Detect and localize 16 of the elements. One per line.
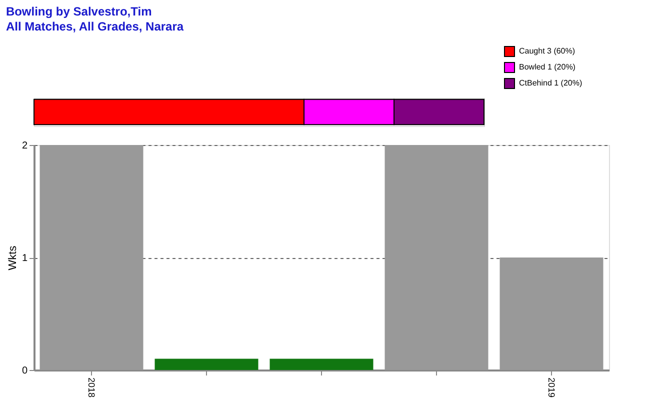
legend-label: Bowled 1 (20%)	[519, 62, 576, 72]
bar	[500, 258, 604, 370]
y-tick-label: 2	[22, 140, 28, 152]
bar	[270, 358, 374, 370]
bar	[384, 145, 488, 370]
legend-label: CtBehind 1 (20%)	[519, 78, 582, 88]
chart-title: Bowling by Salvestro,Tim	[6, 4, 152, 18]
y-tick-label: 1	[22, 253, 28, 264]
bar	[40, 145, 144, 370]
legend-label: Caught 3 (60%)	[519, 46, 576, 56]
x-tick-label: 2019	[546, 378, 556, 398]
y-tick-label: 0	[22, 366, 28, 376]
y-axis-title: Wkts	[6, 245, 19, 270]
chart-subtitle: All Matches, All Grades, Narara	[6, 20, 184, 34]
x-tick-label: 2018	[86, 378, 96, 398]
bar	[154, 358, 258, 370]
